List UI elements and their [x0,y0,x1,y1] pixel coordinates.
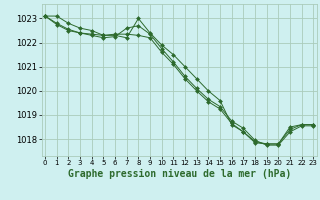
X-axis label: Graphe pression niveau de la mer (hPa): Graphe pression niveau de la mer (hPa) [68,169,291,179]
